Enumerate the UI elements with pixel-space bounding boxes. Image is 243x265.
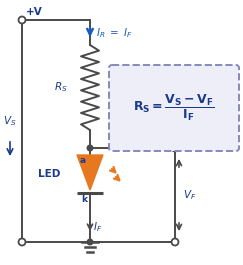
Text: a: a [80, 156, 86, 165]
Text: $I_F$: $I_F$ [93, 220, 102, 234]
Text: LED: LED [38, 169, 60, 179]
Text: $I_R\ =\ I_F$: $I_R\ =\ I_F$ [96, 26, 133, 40]
Text: $V_F$: $V_F$ [183, 188, 196, 202]
Circle shape [172, 238, 179, 245]
FancyBboxPatch shape [109, 65, 239, 151]
Circle shape [18, 238, 26, 245]
Polygon shape [77, 155, 103, 190]
Circle shape [87, 239, 93, 245]
Circle shape [18, 16, 26, 24]
Text: k: k [81, 195, 87, 204]
Circle shape [87, 145, 93, 151]
Text: $V_S$: $V_S$ [3, 114, 17, 128]
Text: +V: +V [26, 7, 43, 17]
Text: $\mathbf{R_S = \dfrac{V_S - V_F}{I_F}}$: $\mathbf{R_S = \dfrac{V_S - V_F}{I_F}}$ [133, 93, 215, 123]
Circle shape [172, 144, 179, 152]
Text: $R_S$: $R_S$ [54, 81, 68, 94]
